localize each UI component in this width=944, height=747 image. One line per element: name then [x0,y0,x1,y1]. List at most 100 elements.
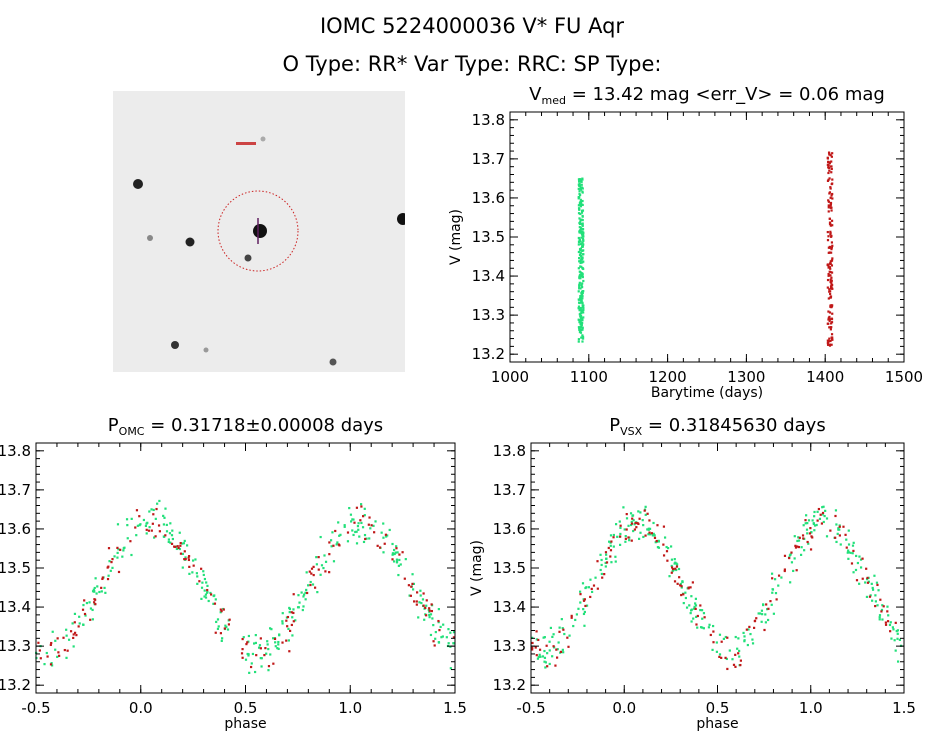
star [260,136,266,142]
data-point-red [187,556,190,559]
data-point-red [734,665,737,668]
data-point-red [630,522,634,525]
data-point-red [559,650,563,653]
data-point-red [603,573,606,576]
data-point-green [337,521,340,524]
data-point-red [828,266,831,269]
data-point-green [789,581,792,584]
data-point-green [630,523,633,527]
data-point-red [424,606,427,609]
data-point-red [696,614,699,618]
data-point-red [662,525,666,528]
title-rest: = 0.31718±0.00008 days [145,415,384,436]
data-point-green [653,533,656,537]
data-point-green [580,317,583,320]
data-point-green [181,566,184,569]
data-point-green [581,224,584,227]
data-point-green [797,536,800,539]
y-tick-label: 13.6 [493,520,526,538]
data-point-red [39,657,42,660]
data-point-green [581,326,584,329]
data-point-red [101,576,104,579]
data-point-green [631,514,634,517]
data-point-green [708,623,711,626]
data-point-green [358,535,361,538]
data-point-green [270,628,273,631]
data-point-green [558,626,561,629]
data-point-red [829,230,832,233]
data-point-red [842,525,845,528]
data-point-green [274,641,277,644]
data-point-green [200,586,204,589]
data-point-red [292,593,295,596]
data-point-green [577,298,580,301]
data-point-red [648,519,651,522]
data-point-green [799,553,803,556]
data-point-green [225,625,228,629]
data-point-green [847,529,850,532]
data-point-green [191,559,195,562]
data-point-red [748,625,751,629]
data-point-green [581,304,584,307]
data-point-red [829,262,832,266]
data-point-green [702,627,705,630]
star [133,179,143,189]
data-point-red [273,637,277,640]
data-point-green [898,638,901,641]
data-point-green [363,507,366,510]
data-point-green [581,233,584,236]
data-point-green [690,595,693,598]
data-point-green [323,554,326,557]
data-point-green [287,639,290,642]
data-point-red [827,200,831,203]
data-point-green [624,540,627,543]
data-point-green [434,630,437,634]
data-point-green [440,636,443,639]
data-point-green [354,530,357,534]
data-point-green [578,179,581,182]
data-point-red [422,592,425,595]
y-tick-label: 13.3 [493,637,526,655]
data-point-green [369,527,372,530]
data-point-green [577,197,580,200]
data-point-green [579,205,583,208]
data-point-green [182,542,186,545]
data-point-green [581,199,584,203]
data-point-green [165,523,168,527]
y-tick-label: 13.5 [493,559,526,577]
data-point-red [689,586,692,589]
data-point-green [876,604,879,607]
data-point-red [828,221,832,224]
data-point-red [703,616,706,619]
data-point-red [263,653,266,657]
data-point-red [855,579,859,582]
data-point-green [92,588,95,591]
data-point-green [108,560,111,563]
data-point-red [155,507,158,511]
data-point-red [724,656,727,659]
data-point-red [830,251,833,254]
data-point-red [72,633,75,636]
data-point-green [305,588,308,592]
data-point-green [581,340,584,343]
data-point-green [609,534,613,537]
data-point-green [43,663,46,666]
data-point-green [757,612,760,615]
title-subscript: VSX [620,425,643,438]
data-point-green [873,574,876,577]
data-point-red [138,515,141,518]
x-tick-label: 1.5 [443,699,467,717]
y-tick-label: 13.6 [472,189,505,207]
data-point-red [198,580,201,583]
data-point-green [582,307,585,310]
plot-title: Vmed = 13.42 mag <err_V> = 0.06 mag [529,84,885,107]
data-point-red [49,643,52,646]
data-point-green [395,545,398,548]
data-point-green [651,534,654,537]
plot-frame [530,442,905,694]
data-point-red [819,513,822,516]
data-point-red [886,610,889,613]
data-point-green [188,572,191,575]
data-point-green [880,608,884,612]
data-point-green [618,520,621,523]
